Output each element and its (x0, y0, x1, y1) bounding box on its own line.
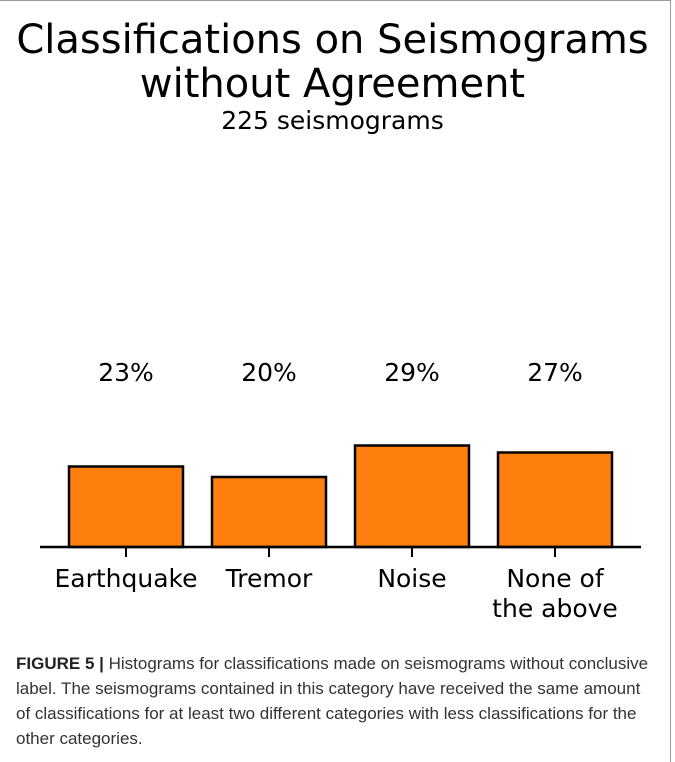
x-tick-label-2-0: Noise (377, 564, 446, 593)
bar-value-label-1: 20% (241, 358, 297, 387)
figure-caption: FIGURE 5 | Histograms for classification… (16, 651, 656, 751)
x-tick-label-3-0: None of (506, 564, 604, 593)
chart-title: Classifications on Seismograms without A… (0, 18, 665, 106)
figure-frame-top (0, 0, 671, 1)
chart-title-line-2: without Agreement (139, 61, 526, 107)
figure-label: FIGURE 5 | (16, 654, 104, 673)
bar-3 (496, 451, 614, 549)
x-tick-label-0-0: Earthquake (54, 564, 197, 593)
chart-subtitle: 225 seismograms (221, 106, 444, 135)
figure-caption-text: Histograms for classifications made on s… (16, 654, 649, 748)
bar-value-label-0: 23% (98, 358, 154, 387)
bar-value-label-2: 29% (384, 358, 440, 387)
bar-1 (210, 475, 328, 549)
bar-2 (353, 444, 471, 549)
figure-frame-right (670, 0, 671, 762)
x-tick-label-3-1: the above (492, 594, 618, 623)
x-tick-label-1-0: Tremor (225, 564, 313, 593)
bar-0 (67, 465, 185, 549)
chart-title-line-1: Classifications on Seismograms (16, 17, 649, 63)
bar-chart: 23% Earthquake 20% Tremor 29% Noise 27% None of… (40, 358, 641, 623)
bar-value-label-3: 27% (527, 358, 583, 387)
